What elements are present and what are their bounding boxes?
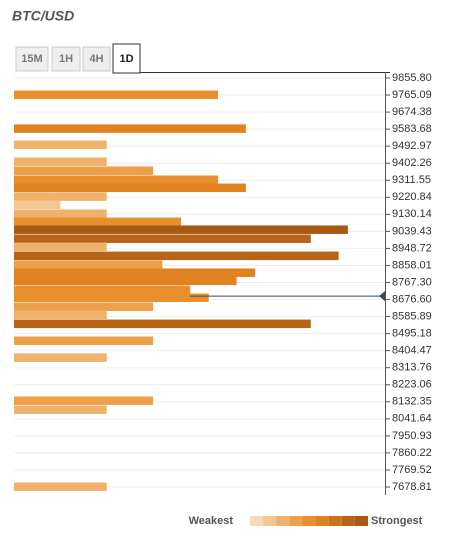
- y-tick-label: 9674.38: [392, 106, 432, 118]
- y-tick-label: 9583.68: [392, 123, 432, 135]
- bar: [14, 175, 219, 184]
- legend-high: Strongest: [371, 515, 423, 527]
- bar: [14, 319, 311, 329]
- y-tick-label: 8948.72: [392, 242, 432, 254]
- bar: [14, 482, 107, 491]
- bar: [14, 276, 237, 286]
- y-tick-label: 7950.93: [392, 430, 432, 442]
- y-tick-label: 9492.97: [392, 140, 432, 152]
- y-tick-label: 8858.01: [392, 259, 432, 271]
- y-tick-label: 8495.18: [392, 328, 432, 340]
- bar: [14, 217, 181, 227]
- chart-title: BTC/USD: [12, 8, 74, 24]
- y-tick-label: 7860.22: [392, 447, 432, 459]
- legend-swatch: [250, 516, 264, 526]
- bar: [14, 192, 107, 201]
- bar: [14, 140, 107, 150]
- bar: [14, 353, 107, 362]
- bar: [14, 124, 246, 133]
- current-price-marker: [379, 291, 385, 302]
- tab[interactable]: [82, 46, 111, 72]
- bar: [14, 293, 209, 302]
- y-tick-label: 8313.76: [392, 362, 432, 374]
- bar: [14, 166, 154, 175]
- legend-swatch: [328, 516, 342, 526]
- bar: [14, 251, 339, 261]
- y-tick-label: 8223.06: [392, 379, 432, 391]
- legend-swatch: [263, 516, 277, 526]
- legend-swatch: [302, 516, 316, 526]
- bar: [14, 242, 107, 252]
- y-tick-label: 8676.60: [392, 293, 432, 305]
- y-tick-label: 7769.52: [392, 464, 432, 476]
- y-tick-label: 9855.80: [392, 72, 432, 84]
- legend-swatch: [341, 516, 355, 526]
- tab-label[interactable]: 1H: [59, 53, 73, 65]
- tab-label[interactable]: 1D: [119, 53, 133, 65]
- legend-low: Weakest: [189, 515, 234, 527]
- y-tick-label: 8132.35: [392, 396, 432, 408]
- bar: [14, 405, 107, 414]
- tab[interactable]: [51, 46, 81, 72]
- y-tick-label: 9311.55: [392, 174, 431, 186]
- y-tick-label: 9130.14: [392, 208, 432, 220]
- y-tick-label: 9402.26: [392, 157, 432, 169]
- y-tick-label: 8767.30: [392, 276, 432, 288]
- y-tick-label: 9765.09: [392, 89, 432, 101]
- bar: [14, 396, 154, 405]
- bar: [14, 225, 348, 234]
- y-tick-label: 8585.89: [392, 310, 432, 322]
- bar: [14, 90, 219, 100]
- tab-label[interactable]: 15M: [21, 53, 42, 65]
- bar: [14, 200, 61, 209]
- tab[interactable]: [15, 46, 49, 72]
- bar: [14, 268, 256, 277]
- bar: [14, 285, 191, 295]
- y-tick-label: 9220.84: [392, 191, 432, 203]
- bar: [14, 157, 107, 166]
- legend-swatch: [354, 516, 368, 526]
- y-tick-label: 8041.64: [392, 413, 432, 425]
- tab[interactable]: [112, 43, 141, 74]
- bar: [14, 234, 311, 243]
- bar: [14, 183, 246, 193]
- legend-swatch: [289, 516, 303, 526]
- legend-swatch: [276, 516, 290, 526]
- bar: [14, 310, 107, 320]
- y-tick-label: 9039.43: [392, 225, 432, 237]
- y-tick-label: 8404.47: [392, 345, 432, 357]
- bar: [14, 336, 154, 345]
- tab-label[interactable]: 4H: [89, 53, 103, 65]
- legend-swatch: [315, 516, 329, 526]
- bar: [14, 302, 154, 311]
- bar: [14, 260, 163, 269]
- y-tick-label: 7678.81: [392, 481, 432, 493]
- bar: [14, 209, 107, 218]
